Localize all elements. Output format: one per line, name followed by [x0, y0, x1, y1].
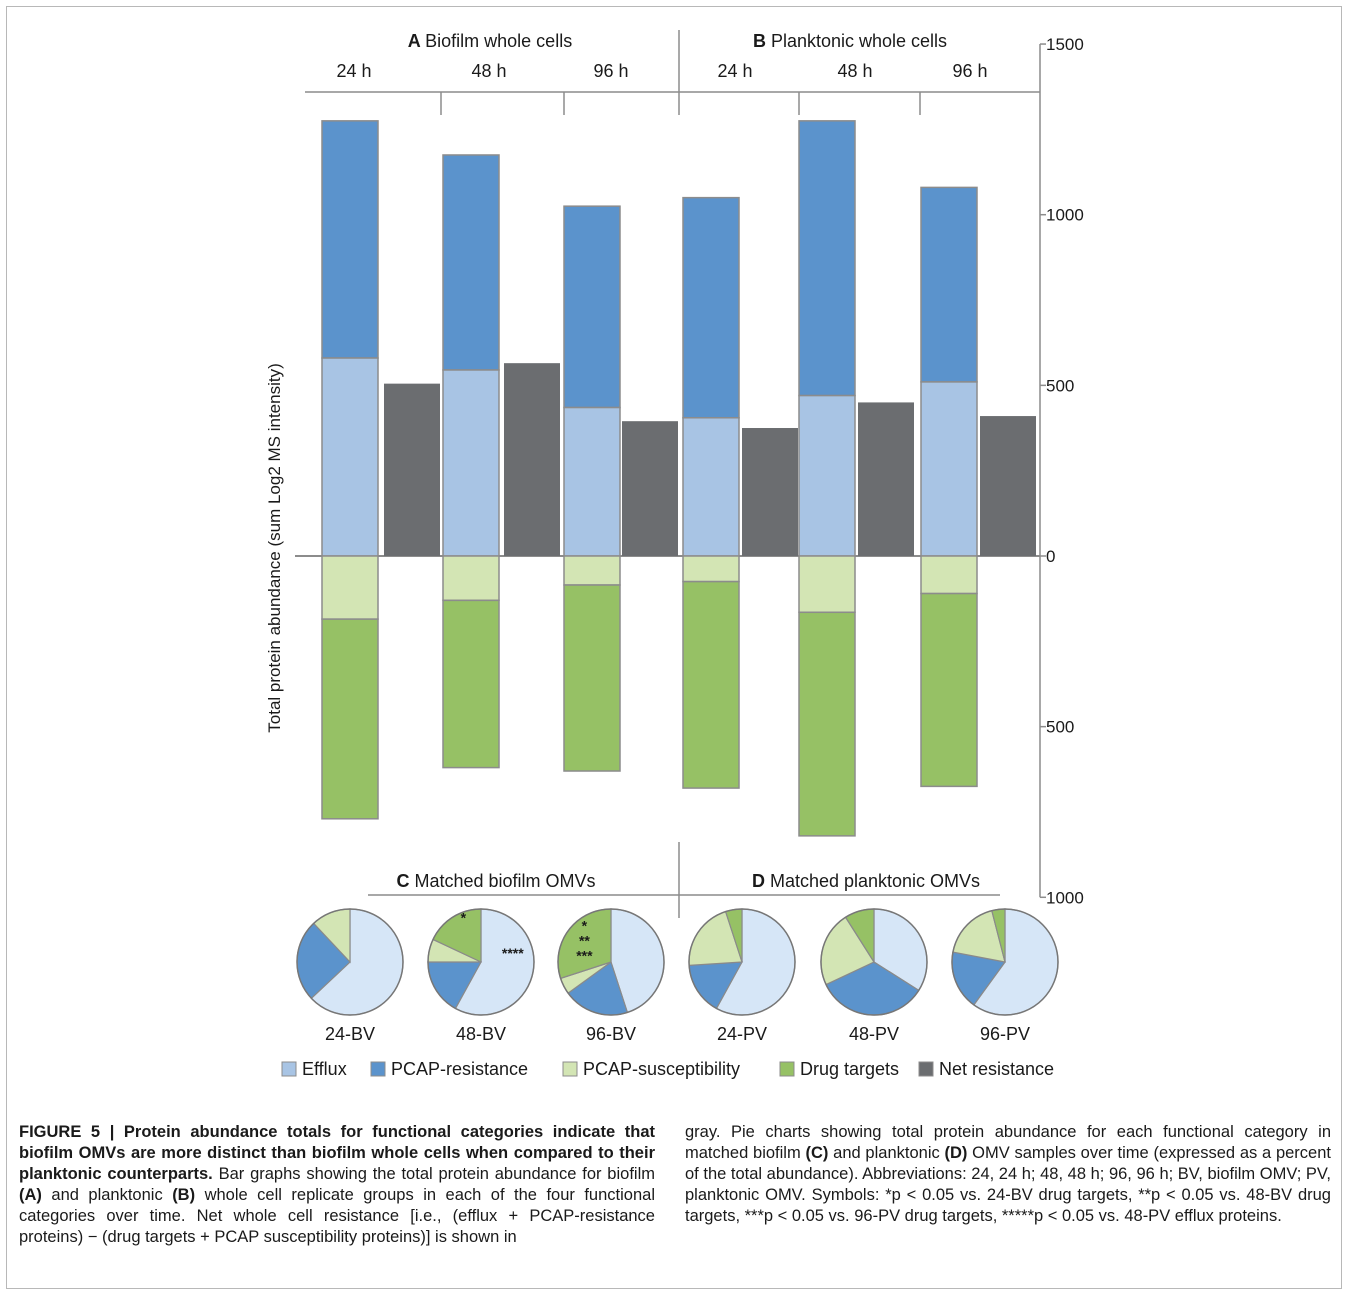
- legend-label: Net resistance: [939, 1059, 1054, 1079]
- bar-drug-targets: [442, 599, 500, 769]
- caption-segment: (A): [19, 1186, 42, 1204]
- pie-panel-title: C Matched biofilm OMVs: [396, 871, 595, 891]
- pie-panel-headers: C Matched biofilm OMVs D Matched plankton…: [368, 842, 1000, 918]
- bar-pcap-susceptibility: [321, 555, 379, 620]
- bar-net-resistance: [384, 383, 440, 556]
- pie-label: 24-BV: [325, 1024, 375, 1044]
- bar-pcap-resistance: [682, 196, 740, 419]
- bars: [321, 120, 1036, 837]
- caption-segment: and planktonic: [828, 1144, 945, 1162]
- bar-drug-targets: [563, 584, 621, 772]
- group-label: 48 h: [471, 61, 506, 81]
- bar-drug-targets: [798, 611, 856, 837]
- bar-pcap-resistance: [798, 120, 856, 397]
- pie-label: 96-BV: [586, 1024, 636, 1044]
- bar-pcap-susceptibility: [682, 555, 740, 583]
- group-label: 96 h: [593, 61, 628, 81]
- pie-label: 48-BV: [456, 1024, 506, 1044]
- y-axis-label-group: Total protein abundance (sum Log2 MS int…: [265, 363, 284, 732]
- bar-net-resistance: [742, 428, 798, 556]
- caption-segment: FIGURE 5 | Protein abundance totals for …: [19, 1123, 655, 1183]
- bar-pcap-resistance: [321, 120, 379, 359]
- pie-outline: [557, 908, 665, 1016]
- legend-swatch: [779, 1061, 795, 1077]
- pie-outline: [951, 908, 1059, 1016]
- figure-frame: [6, 6, 1342, 1289]
- legend-label: PCAP-susceptibility: [583, 1059, 740, 1079]
- legend-swatch: [918, 1061, 934, 1077]
- panel-title: B Planktonic whole cells: [753, 31, 947, 51]
- pie-outline: [820, 908, 928, 1016]
- bar-pcap-resistance: [563, 205, 621, 409]
- legend-swatch: [562, 1061, 578, 1077]
- pie-outline: [427, 908, 535, 1016]
- caption-segment: whole cell replicate groups in each of t…: [19, 1186, 655, 1246]
- caption-segment: and planktonic: [41, 1186, 173, 1204]
- pie-outline: [688, 908, 796, 1016]
- pie-label: 24-PV: [717, 1024, 767, 1044]
- bar-efflux: [563, 406, 621, 557]
- pie-label: 48-PV: [849, 1024, 899, 1044]
- y-tick-label: 1000: [1046, 888, 1084, 907]
- legend-label: PCAP-resistance: [391, 1059, 528, 1079]
- y-tick-label: 500: [1046, 718, 1074, 737]
- bar-net-resistance: [622, 421, 678, 556]
- caption-right-column: gray. Pie charts showing total protein a…: [685, 1122, 1331, 1227]
- caption-segment: (D): [944, 1144, 968, 1162]
- bar-pcap-resistance: [442, 154, 500, 371]
- caption-segment: Bar graphs showing the total protein abu…: [212, 1165, 655, 1183]
- caption-segment: gray. Pie charts showing total protein a…: [685, 1123, 1331, 1162]
- bar-pcap-susceptibility: [563, 555, 621, 586]
- group-label: 96 h: [952, 61, 987, 81]
- bar-efflux: [798, 394, 856, 557]
- y-tick-label: 500: [1046, 376, 1074, 395]
- bar-efflux: [920, 381, 978, 557]
- bar-net-resistance: [504, 363, 560, 556]
- caption-segment: OMV samples over time (expressed as a pe…: [685, 1144, 1331, 1225]
- bar-efflux: [321, 357, 379, 557]
- legend-swatch: [370, 1061, 386, 1077]
- pie-annotation: **: [579, 933, 590, 949]
- legend-label: Efflux: [302, 1059, 347, 1079]
- bar-pcap-resistance: [920, 186, 978, 383]
- bar-pcap-susceptibility: [920, 555, 978, 595]
- figure-chart: A Biofilm whole cells B Planktonic whole …: [265, 30, 1084, 1079]
- y-tick-label: 1500: [1046, 35, 1084, 54]
- pie-outline: [296, 908, 404, 1016]
- y-tick-label: 0: [1046, 547, 1055, 566]
- caption-left-column: FIGURE 5 | Protein abundance totals for …: [19, 1122, 655, 1248]
- group-label: 24 h: [336, 61, 371, 81]
- pies: 24-BV*****48-BV******96-BV 24-PV 48-PV 96-P…: [296, 908, 1059, 1044]
- group-label: 48 h: [837, 61, 872, 81]
- y-tick-label: 1000: [1046, 206, 1084, 225]
- pie-label: 96-PV: [980, 1024, 1030, 1044]
- caption-segment: (C): [805, 1144, 829, 1162]
- pie-annotation: ***: [576, 948, 593, 964]
- bar-drug-targets: [920, 592, 978, 788]
- panel-title: A Biofilm whole cells: [408, 31, 572, 51]
- bar-efflux: [682, 417, 740, 557]
- pie-annotation: ****: [502, 945, 524, 961]
- pie-annotation: *: [582, 918, 588, 934]
- bar-pcap-susceptibility: [798, 555, 856, 614]
- y-axis-label: Total protein abundance (sum Log2 MS int…: [265, 363, 284, 732]
- group-label: 24 h: [717, 61, 752, 81]
- caption-segment: (B): [172, 1186, 196, 1204]
- legend-swatch: [281, 1061, 297, 1077]
- pie-annotation: *: [461, 909, 467, 925]
- bar-pcap-susceptibility: [442, 555, 500, 602]
- panel-headers: A Biofilm whole cells B Planktonic whole …: [305, 30, 1040, 115]
- figure-caption: FIGURE 5 | Protein abundance totals for …: [19, 1122, 1331, 1282]
- bar-net-resistance: [858, 402, 914, 556]
- bar-drug-targets: [682, 580, 740, 789]
- legend: Efflux PCAP-resistance PCAP-susceptibility…: [281, 1059, 1054, 1079]
- legend-label: Drug targets: [800, 1059, 899, 1079]
- pie-panel-title: D Matched planktonic OMVs: [752, 871, 980, 891]
- bar-net-resistance: [980, 416, 1036, 556]
- bar-efflux: [442, 369, 500, 557]
- bar-drug-targets: [321, 618, 379, 820]
